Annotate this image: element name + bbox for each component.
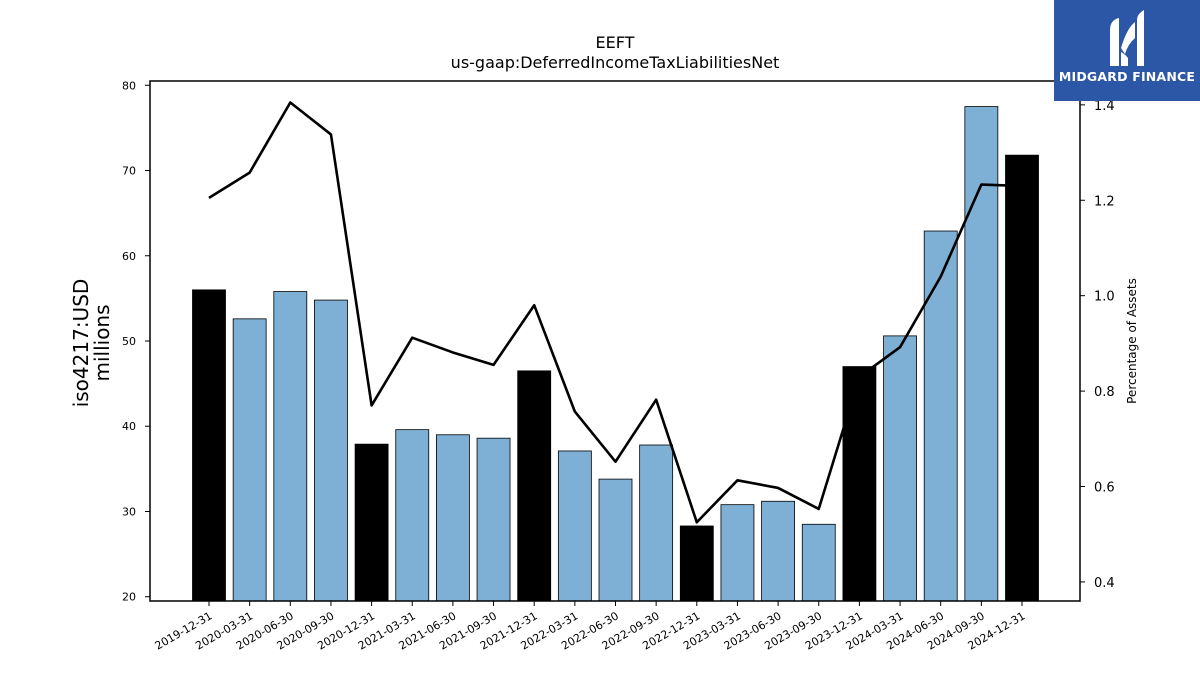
bar-2022-12-31 [679, 525, 714, 602]
y2-tick-label: 1.2 [1094, 194, 1115, 209]
logo-icon [1110, 10, 1144, 66]
y2-axis-label: Percentage of Assets [1125, 278, 1139, 404]
bar-2020-12-31 [354, 443, 389, 602]
bar-2024-03-31 [883, 335, 917, 602]
y-tick-label: 70 [122, 165, 136, 178]
y2-tick-label: 0.4 [1094, 576, 1115, 591]
bar-2023-06-30 [761, 500, 795, 602]
right-axis: 0.4 0.6 0.8 1.0 1.2 1.4 [1080, 99, 1115, 591]
chart-subtitle: us-gaap:DeferredIncomeTaxLiabilitiesNet [451, 53, 780, 72]
y-tick-label: 40 [122, 420, 136, 433]
bar-2021-06-30 [435, 434, 470, 602]
percentage-of-assets-line [208, 101, 1023, 524]
bar-2020-09-30 [314, 299, 348, 602]
bar-2023-12-31 [842, 366, 877, 602]
left-axis: 20 30 40 50 60 70 80 [122, 79, 150, 604]
brand-name: MIDGARD FINANCE [1058, 69, 1196, 84]
y-tick-label: 20 [122, 591, 136, 604]
bar-2022-03-31 [557, 450, 592, 602]
bar-2021-09-30 [476, 437, 511, 602]
y-axis-label-line: iso4217:USD [69, 279, 93, 408]
bar-2024-12-31 [1005, 154, 1039, 602]
bar-2023-03-31 [720, 504, 755, 602]
y2-tick-label: 0.8 [1094, 385, 1115, 400]
bar-2024-09-30 [964, 106, 999, 602]
bar-2020-06-30 [273, 291, 308, 602]
y-tick-label: 80 [122, 79, 136, 92]
bar-2021-03-31 [395, 429, 430, 602]
bar-2022-06-30 [598, 478, 633, 602]
chart-title: EEFT [596, 33, 635, 52]
y2-tick-label: 1.0 [1094, 290, 1115, 305]
y-axis-label: iso4217:USDmillions [69, 279, 114, 408]
bar-2019-12-31 [192, 289, 226, 602]
bar-2021-12-31 [517, 370, 552, 602]
bar-2020-03-31 [232, 318, 267, 602]
brand-logo: MIDGARD FINANCE [1054, 0, 1200, 101]
bar-2022-09-30 [639, 444, 674, 602]
bar-2024-06-30 [923, 230, 958, 602]
y2-tick-label: 1.4 [1094, 99, 1115, 114]
y-axis-label-line: millions [90, 304, 114, 381]
bar-2023-09-30 [801, 523, 836, 602]
y-tick-label: 60 [122, 250, 136, 263]
y-tick-label: 30 [122, 505, 136, 518]
bars-layer [192, 106, 1039, 602]
x-axis: 2019-12-312020-03-312020-06-302020-09-30… [153, 601, 1028, 653]
y-tick-label: 50 [122, 335, 136, 348]
line-layer [208, 101, 1023, 524]
y2-tick-label: 0.6 [1094, 481, 1115, 496]
